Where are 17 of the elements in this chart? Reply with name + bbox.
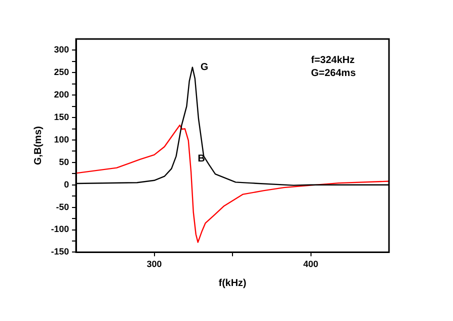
x-axis-title: f(kHz): [218, 278, 246, 289]
annotation: B: [198, 154, 206, 165]
annotation: f=324kHz: [311, 54, 355, 66]
y-tick-label: -50: [56, 202, 70, 212]
y-tick-label: -100: [51, 224, 70, 234]
y-tick-label: 150: [54, 112, 70, 122]
y-axis-title: G,B(ms): [32, 126, 44, 166]
y-tick-label: 50: [59, 156, 70, 167]
y-tick-label: 200: [54, 90, 70, 100]
y-tick-label: 250: [54, 67, 70, 78]
y-tick-label: 100: [54, 134, 70, 144]
annotation: G=264ms: [311, 68, 356, 79]
x-tick-label: 400: [303, 259, 318, 270]
y-tick-label: 0: [64, 179, 70, 190]
y-tick-label: 300: [54, 44, 70, 55]
y-tick-label: -150: [51, 246, 70, 257]
annotation: G: [200, 62, 208, 74]
